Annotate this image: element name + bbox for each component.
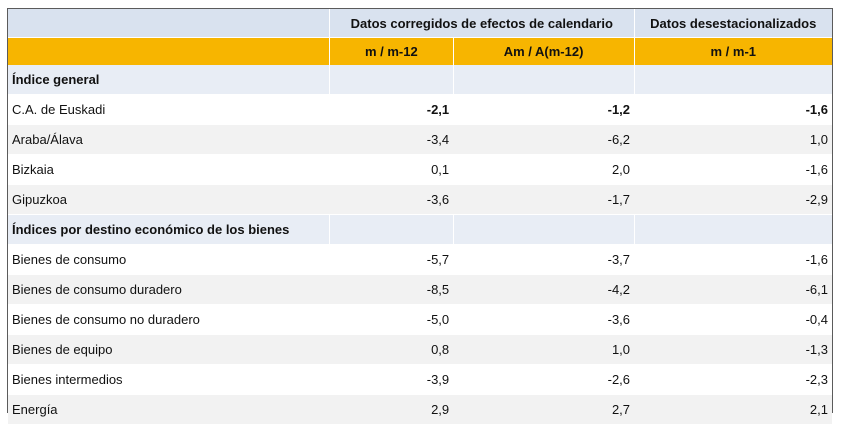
section-empty-cell bbox=[453, 214, 635, 245]
section-title: Índices por destino económico de los bie… bbox=[8, 214, 331, 245]
header-label-cell bbox=[8, 37, 331, 65]
table-row: Bienes de consumo duradero -8,5 -4,2 -6,1 bbox=[8, 274, 832, 305]
table-row: Gipuzkoa -3,6 -1,7 -2,9 bbox=[8, 184, 832, 215]
row-value-3: 1,0 bbox=[634, 124, 832, 155]
data-table-container: Datos corregidos de efectos de calendari… bbox=[7, 8, 833, 425]
table-row: Bienes intermedios -3,9 -2,6 -2,3 bbox=[8, 364, 832, 395]
row-label: Araba/Álava bbox=[8, 124, 330, 155]
row-value-3: -2,3 bbox=[634, 364, 832, 395]
row-value-3: -2,9 bbox=[634, 184, 832, 215]
row-value-1: -3,9 bbox=[329, 364, 454, 395]
table-row: C.A. de Euskadi -2,1 -1,2 -1,6 bbox=[8, 94, 832, 125]
row-value-1: -5,7 bbox=[329, 244, 454, 275]
row-value-2: 2,7 bbox=[453, 394, 635, 425]
row-value-2: -3,6 bbox=[453, 304, 635, 335]
row-value-2: 1,0 bbox=[453, 334, 635, 365]
row-value-3: -1,6 bbox=[634, 94, 832, 125]
row-value-3: -1,6 bbox=[634, 154, 832, 185]
row-value-1: 0,1 bbox=[329, 154, 454, 185]
row-label: Bienes de consumo duradero bbox=[8, 274, 330, 305]
row-label: Bienes de consumo bbox=[8, 244, 330, 275]
row-label: Energía bbox=[8, 394, 330, 425]
row-value-2: -4,2 bbox=[453, 274, 635, 305]
header-col-m-m1: m / m-1 bbox=[634, 37, 832, 65]
row-value-3: -6,1 bbox=[634, 274, 832, 305]
section-empty-cell bbox=[634, 214, 832, 245]
row-value-1: -3,4 bbox=[329, 124, 454, 155]
row-value-2: -1,2 bbox=[453, 94, 635, 125]
section-empty-cell bbox=[329, 65, 454, 95]
row-value-1: -2,1 bbox=[329, 94, 454, 125]
row-label: Bienes de equipo bbox=[8, 334, 330, 365]
section-header-row: Índice general bbox=[8, 65, 832, 95]
data-table: Datos corregidos de efectos de calendari… bbox=[8, 9, 832, 425]
section-empty-cell bbox=[453, 65, 635, 95]
row-value-2: 2,0 bbox=[453, 154, 635, 185]
row-label: Bizkaia bbox=[8, 154, 330, 185]
header-group-seasonal: Datos desestacionalizados bbox=[634, 9, 832, 38]
header-col-m-m12: m / m-12 bbox=[329, 37, 454, 65]
table-row: Bienes de consumo -5,7 -3,7 -1,6 bbox=[8, 244, 832, 275]
row-value-3: -0,4 bbox=[634, 304, 832, 335]
row-label: C.A. de Euskadi bbox=[8, 94, 330, 125]
group-header-row: Datos corregidos de efectos de calendari… bbox=[8, 9, 832, 38]
row-value-2: -1,7 bbox=[453, 184, 635, 215]
row-value-3: -1,3 bbox=[634, 334, 832, 365]
header-col-am-am12: Am / A(m-12) bbox=[453, 37, 635, 65]
row-value-1: -3,6 bbox=[329, 184, 454, 215]
row-value-2: -3,7 bbox=[453, 244, 635, 275]
row-value-1: 2,9 bbox=[329, 394, 454, 425]
table-row: Bienes de consumo no duradero -5,0 -3,6 -0,… bbox=[8, 304, 832, 335]
row-label: Bienes de consumo no duradero bbox=[8, 304, 330, 335]
header-group-calendar: Datos corregidos de efectos de calendari… bbox=[329, 9, 635, 38]
section-title: Índice general bbox=[8, 65, 331, 95]
header-blank-cell bbox=[8, 9, 331, 38]
row-label: Bienes intermedios bbox=[8, 364, 330, 395]
row-value-3: 2,1 bbox=[634, 394, 832, 425]
row-value-2: -6,2 bbox=[453, 124, 635, 155]
row-value-3: -1,6 bbox=[634, 244, 832, 275]
table-row: Bienes de equipo 0,8 1,0 -1,3 bbox=[8, 334, 832, 365]
section-header-row: Índices por destino económico de los bie… bbox=[8, 214, 832, 245]
row-value-2: -2,6 bbox=[453, 364, 635, 395]
section-empty-cell bbox=[329, 214, 454, 245]
row-label: Gipuzkoa bbox=[8, 184, 330, 215]
section-empty-cell bbox=[634, 65, 832, 95]
column-header-row: m / m-12 Am / A(m-12) m / m-1 bbox=[8, 37, 832, 65]
table-row: Energía 2,9 2,7 2,1 bbox=[8, 394, 832, 425]
row-value-1: -8,5 bbox=[329, 274, 454, 305]
table-row: Araba/Álava -3,4 -6,2 1,0 bbox=[8, 124, 832, 155]
row-value-1: 0,8 bbox=[329, 334, 454, 365]
row-value-1: -5,0 bbox=[329, 304, 454, 335]
table-row: Bizkaia 0,1 2,0 -1,6 bbox=[8, 154, 832, 185]
